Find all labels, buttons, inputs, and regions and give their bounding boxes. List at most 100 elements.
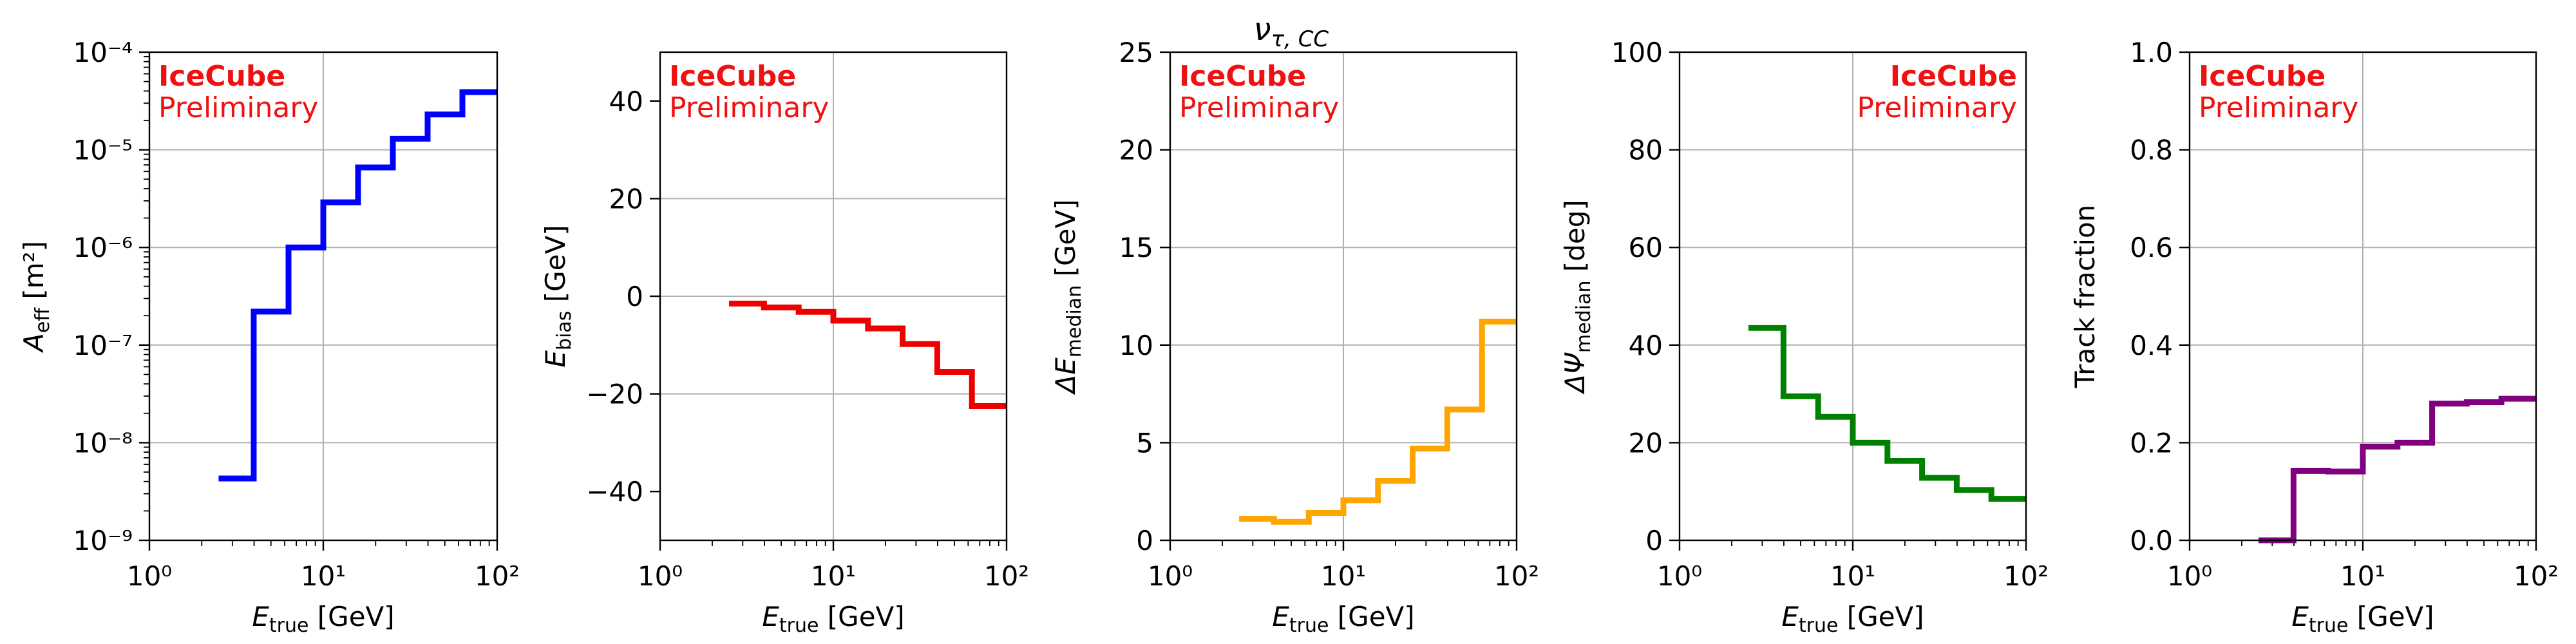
chart-4: 10⁰ 10¹ 10² 0 20 40 60 80 100 Etrue [GeV] ΔΨmedian… — [1559, 37, 2049, 637]
x-axis-label-unit: [GeV] — [1838, 601, 1924, 632]
x-tick-label: 10⁰ — [1148, 560, 1193, 592]
y-tick-label: 0 — [1136, 525, 1153, 556]
y-tick-label: 10 — [1119, 330, 1153, 361]
x-axis-label-unit: [GeV] — [819, 601, 904, 632]
x-axis-label: Etrue [GeV] — [1781, 601, 1924, 637]
y-axis-label-unit: [m²] — [18, 241, 50, 308]
annotation-subtitle: Preliminary — [1179, 91, 1339, 124]
x-axis-label: Etrue [GeV] — [252, 601, 394, 637]
y-axis-label-unit: [deg] — [1559, 200, 1591, 280]
y-axis-label-sub: median — [1063, 285, 1086, 357]
x-tick-label: 10⁰ — [1657, 560, 1702, 592]
y-tick-label: 80 — [1629, 135, 1663, 166]
x-tick-label: 10⁰ — [2167, 560, 2212, 592]
x-tick-label: 10¹ — [301, 560, 346, 592]
y-tick-label: 20 — [1629, 427, 1663, 459]
y-axis-label-symbol: ΔΨ — [1559, 352, 1591, 395]
x-tick-label: 10¹ — [811, 560, 856, 592]
x-axis-label-sub: true — [1799, 614, 1839, 637]
y-tick-label: 10⁻⁹ — [73, 525, 133, 556]
chart-1: 10⁰ 10¹ 10² 10⁻⁹ 10⁻⁸ 10⁻⁷ 10⁻⁶ 10⁻⁵ 10⁻⁴ Etrue [… — [18, 37, 520, 637]
annotation-title: IceCube — [669, 60, 796, 93]
x-axis-label: Etrue [GeV] — [1272, 601, 1414, 637]
x-tick-label: 10² — [984, 560, 1029, 592]
y-axis-label-sub: median — [1573, 281, 1595, 353]
x-axis-label-symbol: E — [762, 601, 779, 632]
annotation-subtitle: Preliminary — [669, 91, 829, 124]
y-tick-label: 0.6 — [2130, 232, 2173, 263]
y-tick-label: −20 — [586, 379, 643, 410]
y-axis-label: Ebias [GeV] — [540, 225, 576, 367]
y-tick-label: 0.0 — [2130, 525, 2173, 556]
figure-title: ντ, CC — [1254, 12, 1329, 52]
x-axis-label-sub: true — [2309, 614, 2349, 637]
x-axis-label-unit: [GeV] — [308, 601, 394, 632]
y-axis-label-symbol: E — [540, 350, 571, 368]
x-axis-label-symbol: E — [252, 601, 269, 632]
chart-5: 10⁰ 10¹ 10² 0.0 0.2 0.4 0.6 0.8 1.0 Etrue [GeV] Tr… — [2069, 37, 2559, 637]
y-axis-label-sub: eff — [32, 307, 54, 333]
x-tick-label: 10¹ — [2340, 560, 2385, 592]
data-series-2 — [729, 303, 1007, 406]
y-tick-label: 25 — [1119, 37, 1153, 68]
y-axis-label-symbol: ΔE — [1050, 357, 1081, 395]
x-tick-label: 10⁰ — [127, 560, 172, 592]
y-tick-label: 10⁻⁵ — [73, 135, 133, 166]
data-series-4 — [1748, 328, 2026, 498]
x-tick-label: 10² — [2003, 560, 2049, 592]
y-tick-label: 100 — [1611, 37, 1663, 68]
figure-title-sub: τ, CC — [1271, 26, 1329, 52]
x-tick-label: 10⁰ — [638, 560, 683, 592]
y-axis-label-symbol: A — [18, 333, 50, 354]
y-tick-label: 40 — [1629, 330, 1663, 361]
y-tick-label: 0 — [1645, 525, 1663, 556]
y-tick-label: 10⁻⁴ — [73, 37, 133, 68]
y-tick-label: 10⁻⁸ — [73, 427, 133, 459]
data-series-3 — [1239, 321, 1517, 522]
x-tick-label: 10¹ — [1321, 560, 1366, 592]
y-tick-label: 20 — [1119, 135, 1153, 166]
y-axis-label-sub: bias — [553, 311, 576, 350]
annotation-title: IceCube — [2199, 60, 2325, 93]
y-axis-label: Track fraction — [2069, 205, 2101, 389]
annotation-title: IceCube — [1179, 60, 1306, 93]
chart-3: 10⁰ 10¹ 10² 0 5 10 15 20 25 Etrue [GeV] ΔEmedian [… — [1050, 37, 1539, 637]
figure-title-main: ν — [1254, 12, 1271, 48]
y-tick-label: 15 — [1119, 232, 1153, 263]
annotation-subtitle: Preliminary — [158, 91, 318, 124]
y-axis-label-unit: [GeV] — [1050, 200, 1081, 285]
x-tick-label: 10² — [475, 560, 520, 592]
x-tick-label: 10² — [2514, 560, 2559, 592]
y-tick-label: 0.8 — [2130, 135, 2173, 166]
y-tick-label: 0.2 — [2130, 427, 2173, 459]
annotation-subtitle: Preliminary — [1857, 91, 2017, 124]
x-axis-label-sub: true — [779, 614, 819, 637]
y-tick-label: 0.4 — [2130, 330, 2173, 361]
y-tick-label: 20 — [609, 183, 643, 214]
y-tick-label: 5 — [1136, 427, 1153, 459]
annotation-subtitle: Preliminary — [2199, 91, 2358, 124]
y-tick-label: 0 — [626, 281, 643, 312]
y-tick-label: 40 — [609, 86, 643, 117]
charts-container: 10⁰ 10¹ 10² 10⁻⁹ 10⁻⁸ 10⁻⁷ 10⁻⁶ 10⁻⁵ 10⁻⁴ Etrue [… — [18, 37, 2559, 637]
x-axis-label-symbol: E — [2291, 601, 2309, 632]
x-axis-label-unit: [GeV] — [2348, 601, 2434, 632]
x-axis-label-symbol: E — [1781, 601, 1799, 632]
y-tick-label: 1.0 — [2130, 37, 2173, 68]
x-tick-label: 10² — [1494, 560, 1539, 592]
x-axis-label: Etrue [GeV] — [2291, 601, 2434, 637]
x-tick-label: 10¹ — [1830, 560, 1875, 592]
y-axis-label: Aeff [m²] — [18, 241, 54, 354]
y-axis-label: ΔΨmedian [deg] — [1559, 200, 1595, 395]
x-axis-label-unit: [GeV] — [1329, 601, 1414, 632]
y-axis-label-symbol: Track fraction — [2069, 205, 2101, 389]
x-axis-label: Etrue [GeV] — [762, 601, 904, 637]
y-tick-label: 10⁻⁷ — [73, 330, 133, 361]
y-tick-label: 10⁻⁶ — [73, 232, 133, 263]
y-axis-label: ΔEmedian [GeV] — [1050, 200, 1086, 395]
x-axis-label-sub: true — [269, 614, 309, 637]
x-axis-label-sub: true — [1289, 614, 1329, 637]
y-axis-label-unit: [GeV] — [540, 225, 571, 310]
